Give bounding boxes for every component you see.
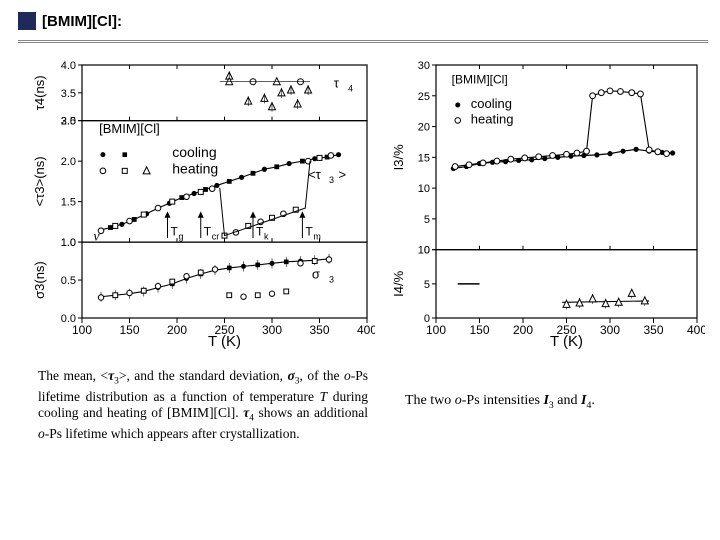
svg-text:ν: ν — [93, 229, 100, 244]
svg-text:150: 150 — [469, 323, 489, 337]
caption-right: The two o-Ps intensities I3 and I4. — [405, 392, 695, 412]
svg-text:300: 300 — [262, 323, 282, 337]
divider — [18, 42, 708, 43]
right-chart-panel: 100150200250300350400T (K)051015202530[B… — [390, 55, 705, 350]
svg-text:cr: cr — [212, 232, 220, 242]
svg-text:T: T — [171, 225, 179, 239]
divider — [18, 40, 708, 41]
svg-text:5: 5 — [424, 214, 430, 226]
svg-text:25: 25 — [418, 91, 430, 103]
svg-text:200: 200 — [513, 323, 533, 337]
svg-text:T (K): T (K) — [550, 333, 583, 350]
svg-text:0.0: 0.0 — [61, 313, 76, 325]
svg-text:20: 20 — [418, 122, 430, 134]
svg-text:30: 30 — [418, 60, 430, 72]
svg-text:15: 15 — [418, 152, 430, 164]
svg-text:1.0: 1.0 — [61, 237, 76, 249]
svg-text:100: 100 — [72, 323, 92, 337]
svg-text:10: 10 — [418, 245, 430, 257]
svg-text:<τ3>(ns): <τ3>(ns) — [32, 156, 47, 206]
left-chart-svg: 100150200250300350400T (K)3.03.54.0τ41.0… — [30, 55, 375, 350]
svg-text:3: 3 — [329, 275, 334, 285]
svg-text:150: 150 — [119, 323, 139, 337]
svg-text:T: T — [305, 225, 313, 239]
svg-text:0.5: 0.5 — [61, 275, 76, 287]
svg-text:[BMIM][Cl]: [BMIM][Cl] — [452, 72, 508, 86]
svg-text:100: 100 — [426, 323, 446, 337]
svg-text:300: 300 — [600, 323, 620, 337]
svg-text:[BMIM][Cl]: [BMIM][Cl] — [99, 121, 160, 136]
svg-text:3.5: 3.5 — [61, 88, 76, 100]
svg-text:4.0: 4.0 — [61, 60, 76, 72]
caption-left: The mean, <τ3>, and the standard deviati… — [38, 368, 368, 443]
svg-text:σ: σ — [312, 267, 320, 282]
svg-text:g: g — [179, 232, 184, 242]
svg-text:cooling: cooling — [471, 96, 512, 111]
svg-text:10: 10 — [418, 183, 430, 195]
svg-text:<τ: <τ — [308, 167, 322, 182]
svg-text:k: k — [264, 232, 269, 242]
svg-text:4: 4 — [348, 83, 353, 93]
svg-text:heating: heating — [172, 160, 218, 176]
svg-text:I4/%: I4/% — [391, 270, 406, 296]
svg-text:400: 400 — [357, 323, 375, 337]
svg-text:T: T — [204, 225, 212, 239]
svg-text:2.0: 2.0 — [61, 156, 76, 168]
svg-text:T: T — [256, 225, 264, 239]
page-header: [BMIM][Cl]: — [18, 12, 122, 30]
svg-text:cooling: cooling — [172, 144, 216, 160]
svg-text:0: 0 — [424, 313, 430, 325]
left-chart-panel: 100150200250300350400T (K)3.03.54.0τ41.0… — [30, 55, 375, 350]
svg-text:τ4(ns): τ4(ns) — [32, 75, 47, 110]
svg-text:2.5: 2.5 — [61, 116, 76, 128]
svg-text:>: > — [339, 167, 347, 182]
svg-text:T (K): T (K) — [208, 333, 241, 350]
svg-text:3: 3 — [329, 175, 334, 185]
svg-text:200: 200 — [167, 323, 187, 337]
bullet-icon — [18, 12, 36, 30]
svg-text:400: 400 — [687, 323, 705, 337]
page-title: [BMIM][Cl]: — [42, 13, 122, 30]
svg-text:1.5: 1.5 — [61, 197, 76, 209]
svg-text:τ: τ — [334, 75, 340, 90]
svg-text:heating: heating — [471, 111, 514, 126]
svg-text:350: 350 — [643, 323, 663, 337]
svg-text:σ3(ns): σ3(ns) — [32, 261, 47, 299]
svg-text:m: m — [313, 232, 321, 242]
svg-text:I3/%: I3/% — [391, 144, 406, 170]
right-chart-svg: 100150200250300350400T (K)051015202530[B… — [390, 55, 705, 350]
svg-text:350: 350 — [309, 323, 329, 337]
svg-text:5: 5 — [424, 279, 430, 291]
